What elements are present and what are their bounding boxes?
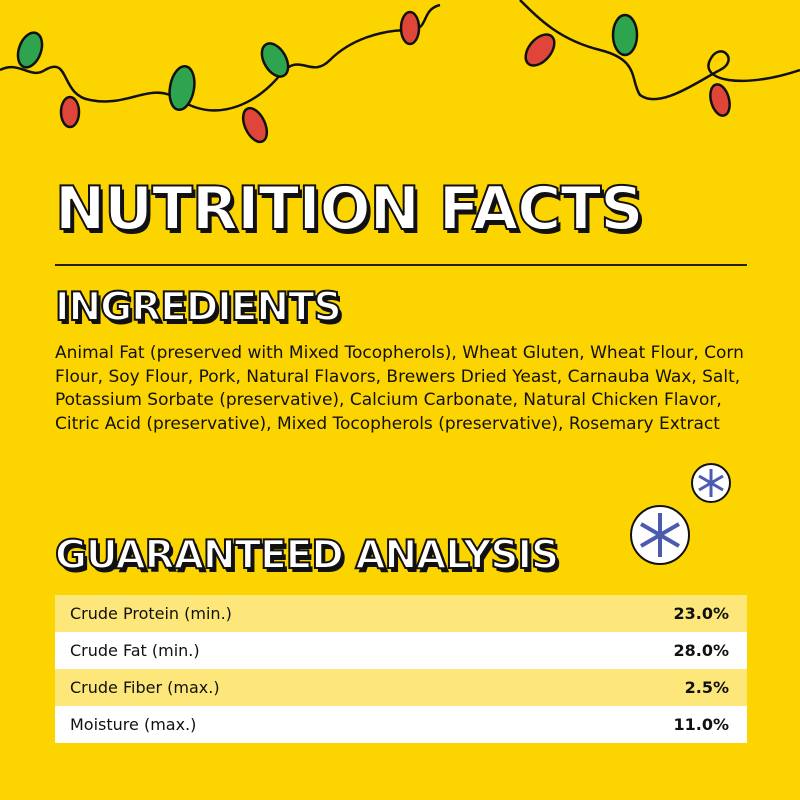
nutrient-name: Crude Protein (min.)	[70, 604, 232, 623]
analysis-row: Crude Protein (min.) 23.0%	[55, 595, 747, 632]
analysis-row: Crude Fiber (max.) 2.5%	[55, 669, 747, 706]
snowflakes	[630, 463, 731, 565]
nutrient-name: Crude Fiber (max.)	[70, 678, 220, 697]
title: NUTRITION FACTS	[54, 173, 644, 245]
nutrient-value: 23.0%	[673, 604, 729, 623]
analysis-row: Crude Fat (min.) 28.0%	[55, 632, 747, 669]
nutrient-name: Moisture (max.)	[70, 715, 197, 734]
ingredients-text: Animal Fat (preserved with Mixed Tocophe…	[55, 343, 744, 434]
nutrient-value: 11.0%	[673, 715, 729, 734]
analysis-heading: GUARANTEED ANALYSIS	[54, 532, 560, 579]
light-bulbs	[16, 10, 731, 144]
ingredients-heading: INGREDIENTS	[54, 284, 343, 331]
analysis-row: Moisture (max.) 11.0%	[55, 706, 747, 743]
light-wire	[0, 0, 800, 112]
nutrient-name: Crude Fat (min.)	[70, 641, 200, 660]
nutrient-value: 28.0%	[673, 641, 729, 660]
analysis-table: Crude Protein (min.) 23.0% Crude Fat (min.…	[55, 595, 747, 743]
nutrient-value: 2.5%	[684, 678, 729, 697]
divider	[55, 264, 747, 266]
